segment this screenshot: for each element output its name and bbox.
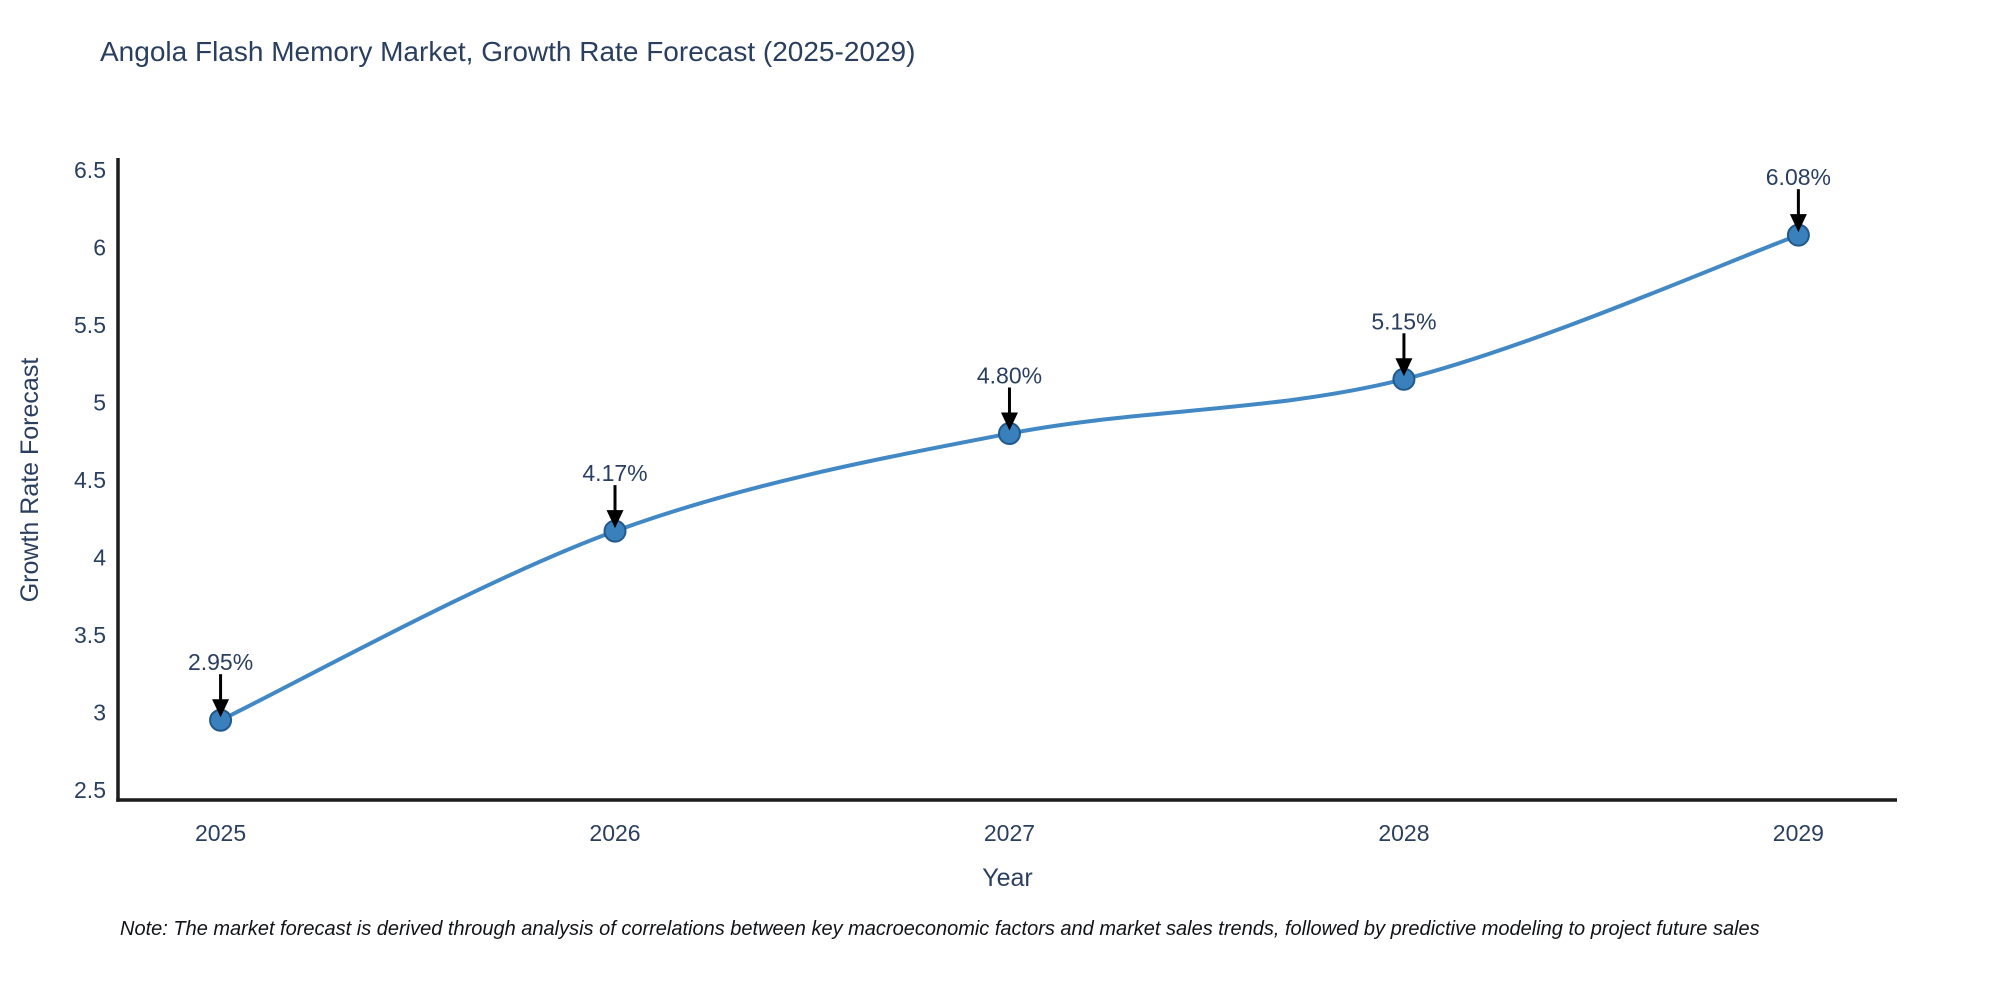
y-axis-title: Growth Rate Forecast — [16, 358, 44, 603]
x-tick-label: 2025 — [195, 820, 246, 846]
x-tick-label: 2028 — [1378, 820, 1429, 846]
x-tick-label: 2027 — [984, 820, 1035, 846]
annotation-arrowhead — [1000, 412, 1018, 431]
x-axis-title: Year — [982, 864, 1033, 892]
trend-line — [218, 233, 1801, 723]
data-point-label: 2.95% — [188, 649, 253, 675]
x-tick-label: 2026 — [589, 820, 640, 846]
y-tick-label: 6.5 — [74, 157, 106, 183]
x-tick-label: 2029 — [1773, 820, 1824, 846]
data-point-label: 6.08% — [1766, 164, 1831, 190]
y-tick-label: 5.5 — [74, 312, 106, 338]
annotation-arrowhead — [606, 510, 624, 529]
annotation-arrowhead — [212, 699, 230, 718]
y-tick-label: 4.5 — [74, 467, 106, 493]
y-tick-label: 3.5 — [74, 622, 106, 648]
annotation-arrowhead — [1395, 358, 1413, 377]
data-point-label: 5.15% — [1371, 308, 1436, 334]
chart-title: Angola Flash Memory Market, Growth Rate … — [100, 36, 916, 67]
y-tick-label: 2.5 — [74, 777, 106, 803]
y-tick-label: 5 — [93, 390, 106, 416]
annotation-arrowhead — [1789, 214, 1807, 233]
y-tick-label: 3 — [93, 699, 106, 725]
data-point-label: 4.80% — [977, 363, 1042, 389]
data-point-label: 4.17% — [582, 460, 647, 486]
y-tick-label: 4 — [93, 544, 106, 570]
footnote: Note: The market forecast is derived thr… — [120, 918, 1760, 940]
y-tick-label: 6 — [93, 235, 106, 261]
